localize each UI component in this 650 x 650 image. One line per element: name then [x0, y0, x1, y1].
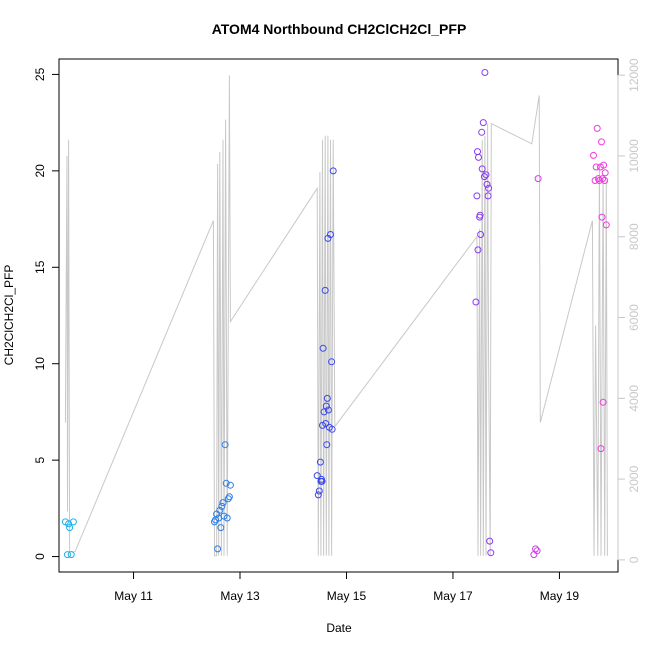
data-point — [322, 402, 330, 410]
x-tick-label: May 11 — [114, 589, 153, 603]
data-point — [597, 445, 605, 453]
data-point — [313, 472, 321, 480]
data-point — [532, 545, 539, 553]
data-point — [599, 398, 607, 406]
data-point — [474, 148, 481, 156]
data-point — [473, 192, 481, 200]
x-tick-label: May 15 — [327, 589, 367, 603]
data-point — [480, 173, 488, 181]
y2-tick-label: 4000 — [627, 385, 641, 412]
y-axis-left: 0 5 10 15 20 25 — [33, 67, 60, 560]
data-point — [216, 506, 224, 514]
data-point — [223, 514, 231, 522]
data-point — [534, 175, 542, 183]
y-tick-label: 20 — [33, 164, 47, 178]
data-point — [321, 286, 329, 294]
y2-tick-label: 12000 — [627, 58, 641, 92]
data-point — [318, 477, 326, 485]
points-layer — [61, 69, 610, 559]
data-point — [219, 499, 227, 507]
data-point — [69, 518, 77, 526]
y2-tick-label: 6000 — [627, 304, 641, 331]
y2-tick-label: 0 — [627, 556, 641, 563]
data-point — [319, 344, 327, 352]
data-point — [600, 161, 608, 169]
x-axis: May 11 May 13 May 15 May 17 May 19 — [114, 571, 580, 603]
data-point — [323, 441, 331, 449]
data-point — [67, 551, 75, 559]
data-point — [322, 420, 330, 427]
data-point — [314, 491, 322, 499]
data-point — [487, 549, 495, 557]
x-axis-label: Date — [326, 621, 352, 635]
y-tick-label: 25 — [33, 67, 47, 81]
data-point — [472, 298, 480, 306]
data-point — [225, 493, 233, 501]
data-point — [593, 124, 601, 132]
y-tick-label: 15 — [33, 260, 47, 274]
data-point — [599, 175, 607, 183]
data-point — [218, 502, 226, 510]
data-point — [601, 169, 609, 177]
plot-frame — [58, 58, 619, 573]
y2-tick-label: 8000 — [627, 223, 641, 250]
right-axis-series-layer — [64, 75, 608, 557]
data-point — [217, 524, 225, 532]
data-point — [598, 138, 605, 146]
data-point — [328, 358, 336, 366]
y-axis-label: CH2ClCH2Cl_PFP — [2, 265, 16, 366]
x-tick-label: May 19 — [540, 589, 580, 603]
x-tick-label: May 17 — [433, 589, 473, 603]
y-tick-label: 5 — [33, 456, 47, 463]
data-point — [327, 231, 334, 238]
data-point — [214, 545, 222, 553]
data-point — [315, 487, 323, 495]
data-point — [478, 128, 486, 136]
y-tick-label: 0 — [33, 553, 47, 560]
data-point — [64, 551, 71, 559]
data-point — [328, 425, 336, 433]
data-point — [320, 408, 328, 416]
data-point — [483, 180, 491, 188]
data-point — [475, 153, 482, 161]
right-axis-series-line — [64, 75, 608, 557]
data-point — [222, 479, 230, 487]
data-point — [329, 167, 337, 175]
data-point — [316, 458, 324, 466]
chart-title: ATOM4 Northbound CH2ClCH2Cl_PFP — [212, 21, 467, 37]
data-point — [481, 69, 489, 76]
data-point — [476, 211, 484, 219]
data-point — [65, 520, 73, 528]
data-point — [486, 537, 494, 545]
data-point — [592, 163, 600, 171]
data-point — [221, 441, 229, 449]
y2-tick-label: 2000 — [627, 465, 641, 492]
data-point — [323, 394, 331, 402]
data-point — [484, 192, 492, 200]
data-point — [598, 213, 606, 221]
y2-tick-label: 10000 — [627, 139, 641, 173]
y-axis-right: 0 2000 4000 6000 8000 10000 12000 — [617, 58, 641, 563]
data-point — [66, 524, 74, 532]
data-point — [533, 547, 541, 555]
data-point — [324, 406, 332, 414]
data-point — [530, 551, 538, 559]
data-point — [482, 171, 490, 179]
x-tick-label: May 13 — [220, 589, 260, 603]
data-point — [590, 151, 597, 159]
data-point — [474, 246, 482, 254]
data-point — [602, 221, 610, 229]
data-point — [601, 177, 609, 184]
data-point — [226, 481, 234, 489]
data-point — [477, 231, 485, 238]
data-point — [479, 119, 487, 127]
data-point — [478, 165, 486, 173]
y-tick-label: 10 — [33, 357, 47, 371]
data-point — [485, 184, 493, 192]
